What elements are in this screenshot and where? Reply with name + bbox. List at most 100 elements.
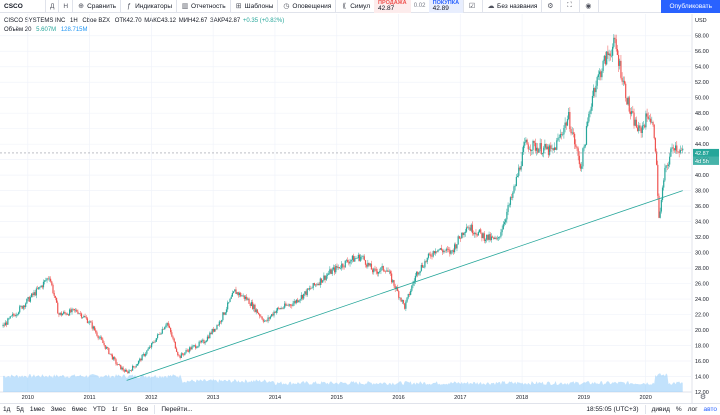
- axis-settings-icon[interactable]: ⚙: [700, 393, 706, 401]
- candle-body: [92, 326, 94, 329]
- candle-body: [238, 292, 241, 296]
- candle-body: [337, 266, 339, 268]
- candle-body: [614, 37, 616, 40]
- candle-body: [40, 285, 42, 288]
- candle-body: [103, 343, 105, 346]
- candle-body: [415, 271, 418, 276]
- candle-body: [598, 71, 601, 75]
- candle-body: [341, 263, 343, 269]
- candle-body: [108, 348, 110, 355]
- legend-volume-label: Объём 20: [4, 27, 32, 33]
- candle-body: [209, 332, 211, 339]
- candle-body: [305, 291, 307, 295]
- symbol-search[interactable]: CSCO: [0, 0, 46, 13]
- replay-button[interactable]: ⟪ Симул: [336, 0, 374, 13]
- percent-scale-toggle[interactable]: %: [675, 406, 682, 413]
- range-button-7[interactable]: 5л: [123, 406, 132, 413]
- cloud-icon: ☁: [487, 3, 495, 10]
- sell-button[interactable]: ПРОДАЖА 42.87: [374, 0, 411, 13]
- price-tick-label: 26.00: [695, 282, 709, 288]
- candle-body: [477, 232, 479, 236]
- alerts-button[interactable]: ◷ Оповещения: [278, 0, 337, 13]
- candle-body: [389, 271, 392, 274]
- candle-body: [48, 278, 51, 280]
- range-button-1[interactable]: 5д: [16, 406, 24, 413]
- range-button-5[interactable]: YTD: [92, 406, 106, 413]
- candle-body: [139, 358, 141, 361]
- candle-body: [285, 303, 287, 306]
- auto-scale-toggle[interactable]: авто: [703, 406, 717, 413]
- candle-body: [387, 270, 389, 272]
- price-axis-bg[interactable]: [692, 14, 720, 403]
- templates-button[interactable]: ⊞ Шаблоны: [231, 0, 279, 13]
- candle-body: [317, 283, 319, 286]
- fullscreen-button[interactable]: ⛶: [561, 0, 581, 13]
- goto-date-button[interactable]: Перейти...: [161, 406, 193, 413]
- separator: [644, 405, 646, 414]
- candle-body: [627, 97, 629, 105]
- candle-body: [470, 224, 472, 231]
- compare-button[interactable]: ⊕ Сравнить: [73, 0, 122, 13]
- candle-body: [331, 269, 333, 274]
- candle-body: [316, 284, 318, 286]
- range-button-6[interactable]: 1г: [111, 406, 118, 413]
- range-button-0[interactable]: 1д: [3, 406, 11, 413]
- candle-body: [375, 268, 377, 272]
- candle-body: [26, 298, 28, 304]
- candle-body: [566, 119, 569, 126]
- settings-button[interactable]: ⚙: [542, 0, 562, 13]
- clock-time[interactable]: 18:55:05 (UTC+3): [586, 406, 639, 413]
- candle-body: [563, 127, 565, 135]
- candle-body: [53, 292, 55, 296]
- candle-body: [641, 125, 643, 133]
- candle-body: [162, 328, 165, 330]
- candle-body: [593, 88, 595, 96]
- candle-body: [91, 322, 93, 329]
- candle-body: [484, 239, 487, 241]
- candle-body: [319, 278, 321, 285]
- candle-body: [344, 260, 346, 267]
- indicators-button[interactable]: ƒ Индикаторы: [121, 0, 178, 13]
- trend-line[interactable]: [126, 190, 683, 381]
- range-button-3[interactable]: 3мес: [50, 406, 66, 413]
- candle-body: [241, 295, 243, 297]
- candle-body: [584, 144, 586, 147]
- dividend-adjust-toggle[interactable]: дивид: [651, 406, 670, 413]
- log-scale-toggle[interactable]: лог: [687, 406, 698, 413]
- buy-button[interactable]: ПОКУПКА 42.89: [428, 0, 464, 13]
- candle-body: [590, 106, 592, 111]
- candle-body: [558, 137, 560, 138]
- candle-body: [495, 237, 497, 239]
- range-button-4[interactable]: 6мес: [71, 406, 87, 413]
- candle-body: [140, 358, 142, 361]
- candle-body: [11, 314, 14, 316]
- publish-button[interactable]: Опубликовать: [661, 0, 720, 13]
- candle-body: [33, 292, 35, 296]
- interval-d-button[interactable]: Д: [46, 0, 60, 13]
- candle-body: [603, 55, 605, 61]
- legend-low: МИН42.67: [178, 18, 208, 24]
- candle-body: [680, 150, 683, 151]
- interval-h-button[interactable]: Н: [59, 0, 74, 13]
- candle-body: [502, 224, 504, 230]
- candle-body: [175, 348, 178, 352]
- candle-body: [613, 37, 615, 47]
- candle-body: [377, 272, 380, 274]
- candle-body: [77, 311, 79, 314]
- candle-body: [208, 336, 210, 339]
- snapshot-button[interactable]: ◉: [580, 0, 600, 13]
- layout-toggle-button[interactable]: ☑: [463, 0, 484, 13]
- candle-body: [74, 309, 77, 311]
- candle-body: [178, 354, 180, 356]
- candle-body: [646, 113, 648, 117]
- candle-body: [372, 269, 374, 273]
- candle-body: [338, 266, 340, 269]
- price-chart[interactable]: 58.00 56.00 54.00 52.00 50.00 48.00 46.00 44.00…: [0, 14, 720, 403]
- candle-body: [213, 328, 216, 332]
- range-button-2[interactable]: 1мес: [29, 406, 45, 413]
- range-button-8[interactable]: Все: [137, 406, 149, 413]
- layout-menu-button[interactable]: ☁ Без названия: [483, 0, 543, 13]
- candle-body: [177, 351, 179, 355]
- candle-body: [617, 54, 620, 66]
- financials-button[interactable]: ▥ Отчетность: [177, 0, 231, 13]
